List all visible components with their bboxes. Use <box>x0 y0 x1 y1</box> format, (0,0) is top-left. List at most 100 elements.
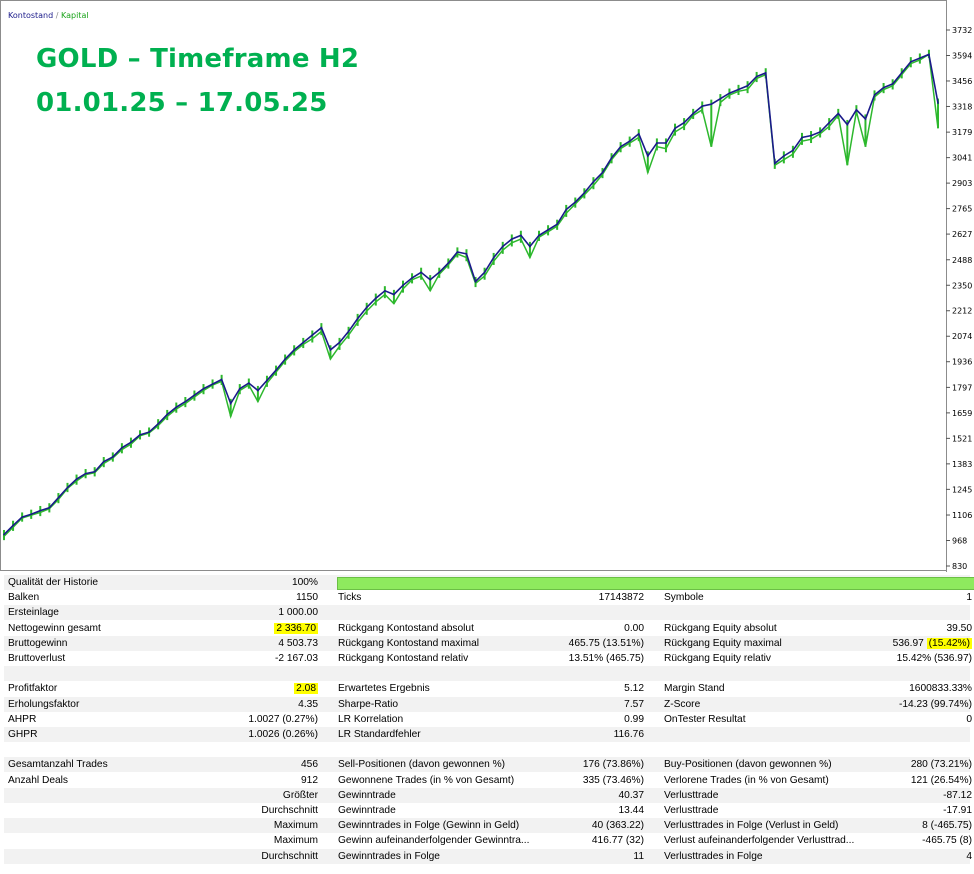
report-row: Größter Gewinntrade 40.37 Verlusttrade -87.1… <box>4 787 972 803</box>
report-label: Margin Stand <box>664 683 725 695</box>
report-row: Bruttogewinn 4 503.73 Rückgang Kontostand … <box>4 635 972 651</box>
highlighted-value: 2.08 <box>294 683 318 695</box>
report-label: Rückgang Kontostand maximal <box>338 637 480 649</box>
report-label: Verlusttrades in Folge <box>664 850 763 862</box>
balance-point <box>610 157 613 159</box>
report-label: Rückgang Equity maximal <box>664 637 782 649</box>
balance-point <box>538 234 540 237</box>
report-label: Ticks <box>338 592 362 604</box>
report-label: Erwartetes Ergebnis <box>338 683 430 695</box>
balance-point <box>447 262 450 264</box>
balance-point <box>75 478 78 480</box>
report-label: AHPR <box>8 713 37 725</box>
y-tick-label: 3594 <box>952 51 972 60</box>
y-tick-label: 3732 <box>952 26 972 35</box>
report-row: Balken 1150 Ticks 17143872 Symbole 1 <box>4 590 972 606</box>
report-label: Gewinntrade <box>338 805 396 816</box>
report-label: Gewonnene Trades (in % von Gesamt) <box>338 774 515 786</box>
balance-point <box>937 102 939 104</box>
report-value: 40.37 <box>618 789 645 801</box>
balance-point <box>801 136 803 139</box>
report-value: -87.12 <box>943 789 972 801</box>
report-row: GHPR 1.0026 (0.26%) LR Standardfehler 116.7… <box>4 727 970 742</box>
report-value: -17.91 <box>943 805 972 816</box>
report-value: -2 167.03 <box>274 653 318 664</box>
y-tick-label: 1383 <box>952 460 972 469</box>
balance-point <box>411 277 413 279</box>
report-value: Maximum <box>273 820 318 832</box>
balance-point <box>211 383 214 385</box>
balance-point <box>320 326 323 329</box>
report-row: Profitfaktor 2.08 Erwartetes Ergebnis 5.12 M… <box>4 681 972 697</box>
report-value: 8 (-465.75) <box>922 820 972 832</box>
balance-point <box>393 293 395 296</box>
balance-point <box>220 378 223 381</box>
balance-point <box>692 112 694 115</box>
balance-point <box>783 155 785 157</box>
balance-point <box>928 53 930 56</box>
y-tick-label: 2903 <box>952 179 972 188</box>
report-value: 280 (73.21%) <box>910 759 972 771</box>
balance-point <box>900 72 903 74</box>
report-label: Profitfaktor <box>8 683 58 695</box>
balance-point <box>384 289 386 292</box>
balance-point <box>184 400 187 403</box>
balance-point <box>547 229 549 231</box>
y-tick-label: 3456 <box>952 77 972 86</box>
balance-point <box>755 75 758 78</box>
balance-point <box>275 369 277 372</box>
backtest-report: Qualität der Historie 100% Balken 1150 Ticks… <box>0 574 974 874</box>
balance-point <box>93 471 96 473</box>
report-label: LR Korrelation <box>338 713 404 725</box>
report-label: Rückgang Kontostand absolut <box>338 622 474 634</box>
balance-point <box>102 460 105 463</box>
report-row: Ersteinlage 1 000.00 <box>4 605 970 621</box>
balance-point <box>356 317 359 320</box>
report-value: 5.12 <box>624 683 644 695</box>
report-value: 4 503.73 <box>278 637 318 649</box>
balance-point <box>39 509 42 512</box>
report-row: Bruttoverlust -2 167.03 Rückgang Kontostan… <box>4 651 972 666</box>
report-label: Rückgang Equity absolut <box>664 622 777 634</box>
balance-point <box>746 84 749 87</box>
balance-point <box>229 402 232 405</box>
balance-point <box>139 434 141 436</box>
balance-point <box>846 123 849 126</box>
report-value: 39.50 <box>946 622 973 634</box>
balance-point <box>882 86 885 89</box>
report-value: 1 <box>966 592 972 604</box>
y-tick-label: 2350 <box>952 281 972 290</box>
report-row: Durchschnitt Gewinntrade 13.44 Verlusttrade… <box>4 803 972 818</box>
balance-point <box>792 149 794 152</box>
report-value: 13.44 <box>618 805 645 816</box>
balance-point <box>338 341 341 344</box>
report-row: Nettogewinn gesamt 2 336.70 Rückgang Konto… <box>4 620 973 636</box>
balance-point <box>628 140 631 142</box>
balance-point <box>565 208 568 211</box>
balance-point <box>193 394 196 396</box>
balance-point <box>57 496 60 499</box>
balance-point <box>302 341 305 344</box>
report-value: 15.42% (536.97) <box>896 653 972 664</box>
balance-point <box>556 223 558 226</box>
highlighted-value: (15.42%) <box>926 637 972 649</box>
y-tick-label: 2765 <box>952 205 972 214</box>
balance-point <box>873 94 876 96</box>
y-tick-label: 2627 <box>952 230 972 239</box>
y-tick-label: 3179 <box>952 128 972 137</box>
report-label: Erholungsfaktor <box>8 698 80 710</box>
y-tick-label: 2074 <box>952 332 972 341</box>
report-row <box>4 742 970 758</box>
report-label: Z-Score <box>664 698 701 710</box>
report-value-text: 536.97 <box>892 637 927 649</box>
report-label: Balken <box>8 592 40 604</box>
chart-legend: Kontostand / Kapital <box>8 11 89 20</box>
balance-point <box>112 456 114 458</box>
balance-point <box>347 330 350 333</box>
history-quality-bar <box>337 577 974 590</box>
report-row: AHPR 1.0027 (0.27%) LR Korrelation 0.99 OnTe… <box>4 711 972 727</box>
balance-point <box>810 134 812 137</box>
report-label: Bruttogewinn <box>8 637 68 649</box>
balance-point <box>329 349 332 351</box>
balance-point <box>202 387 205 390</box>
